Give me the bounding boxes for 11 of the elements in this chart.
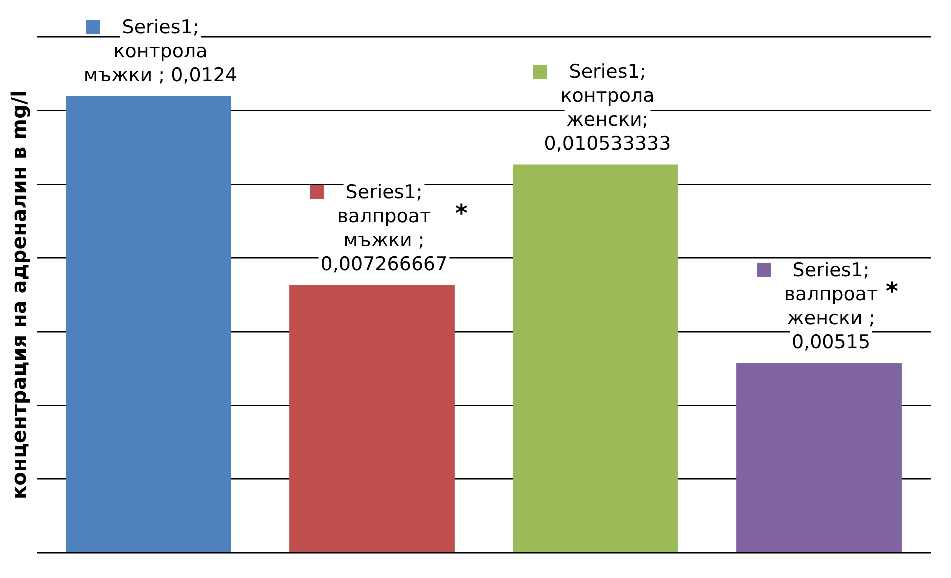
- y-axis-title: концентрация на адреналин в mg/l: [7, 90, 32, 500]
- annotation: *: [455, 199, 468, 228]
- data-label: Series1; контрола мъжки ; 0,0124: [84, 16, 238, 86]
- data-label: Series1; контрола женски; 0,010533333: [544, 61, 672, 156]
- data-label: Series1; валпроат мъжки ; 0,007266667: [320, 182, 448, 276]
- data-label: Series1; валпроат женски ; 0,00515: [784, 260, 878, 354]
- annotation: *: [886, 277, 899, 306]
- bar: [290, 285, 455, 552]
- bar: [513, 164, 678, 552]
- bar: [736, 363, 902, 552]
- bar: [66, 96, 232, 552]
